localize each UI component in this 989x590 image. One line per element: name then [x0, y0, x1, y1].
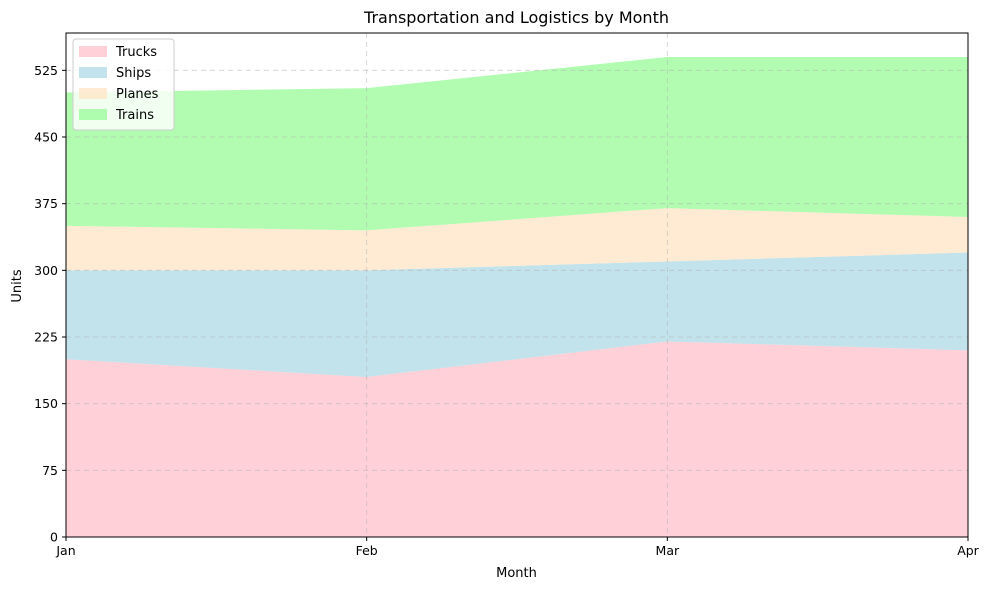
legend-swatch-trains [79, 109, 107, 120]
area-ships [66, 252, 968, 377]
legend-label-ships: Ships [116, 66, 151, 81]
legend-swatch-trucks [79, 46, 107, 57]
chart-title: Transportation and Logistics by Month [363, 8, 669, 27]
y-tick-label: 75 [42, 463, 58, 478]
plot-frame [65, 32, 969, 538]
area-trucks [66, 341, 968, 537]
x-tick-label: Mar [656, 543, 680, 558]
legend: Trucks Ships Planes Trains [72, 38, 175, 131]
area-trains [66, 57, 968, 231]
x-axis-label: Month [496, 566, 537, 581]
y-tick-label: 450 [34, 130, 58, 145]
y-tick-label: 300 [34, 263, 58, 278]
legend-label-planes: Planes [116, 87, 159, 102]
legend-swatch-ships [79, 67, 107, 78]
x-tick-label: Jan [55, 543, 75, 558]
y-tick-label: 375 [34, 196, 58, 211]
y-axis-ticks: 0 75 150 225 300 375 450 525 [34, 63, 66, 545]
x-tick-label: Feb [356, 543, 378, 558]
x-tick-label: Apr [957, 543, 979, 558]
axes [65, 32, 969, 538]
area-planes [66, 208, 968, 271]
x-axis-ticks: Jan Feb Mar Apr [55, 537, 980, 558]
legend-label-trains: Trains [115, 108, 154, 123]
y-tick-label: 0 [50, 530, 58, 545]
y-tick-label: 150 [34, 396, 58, 411]
y-tick-label: 225 [34, 330, 58, 345]
legend-swatch-planes [79, 88, 107, 99]
y-axis-label: Units [10, 269, 25, 302]
legend-box [72, 38, 175, 131]
series-areas [66, 57, 968, 537]
y-tick-label: 525 [34, 63, 58, 78]
legend-label-trucks: Trucks [115, 45, 157, 60]
